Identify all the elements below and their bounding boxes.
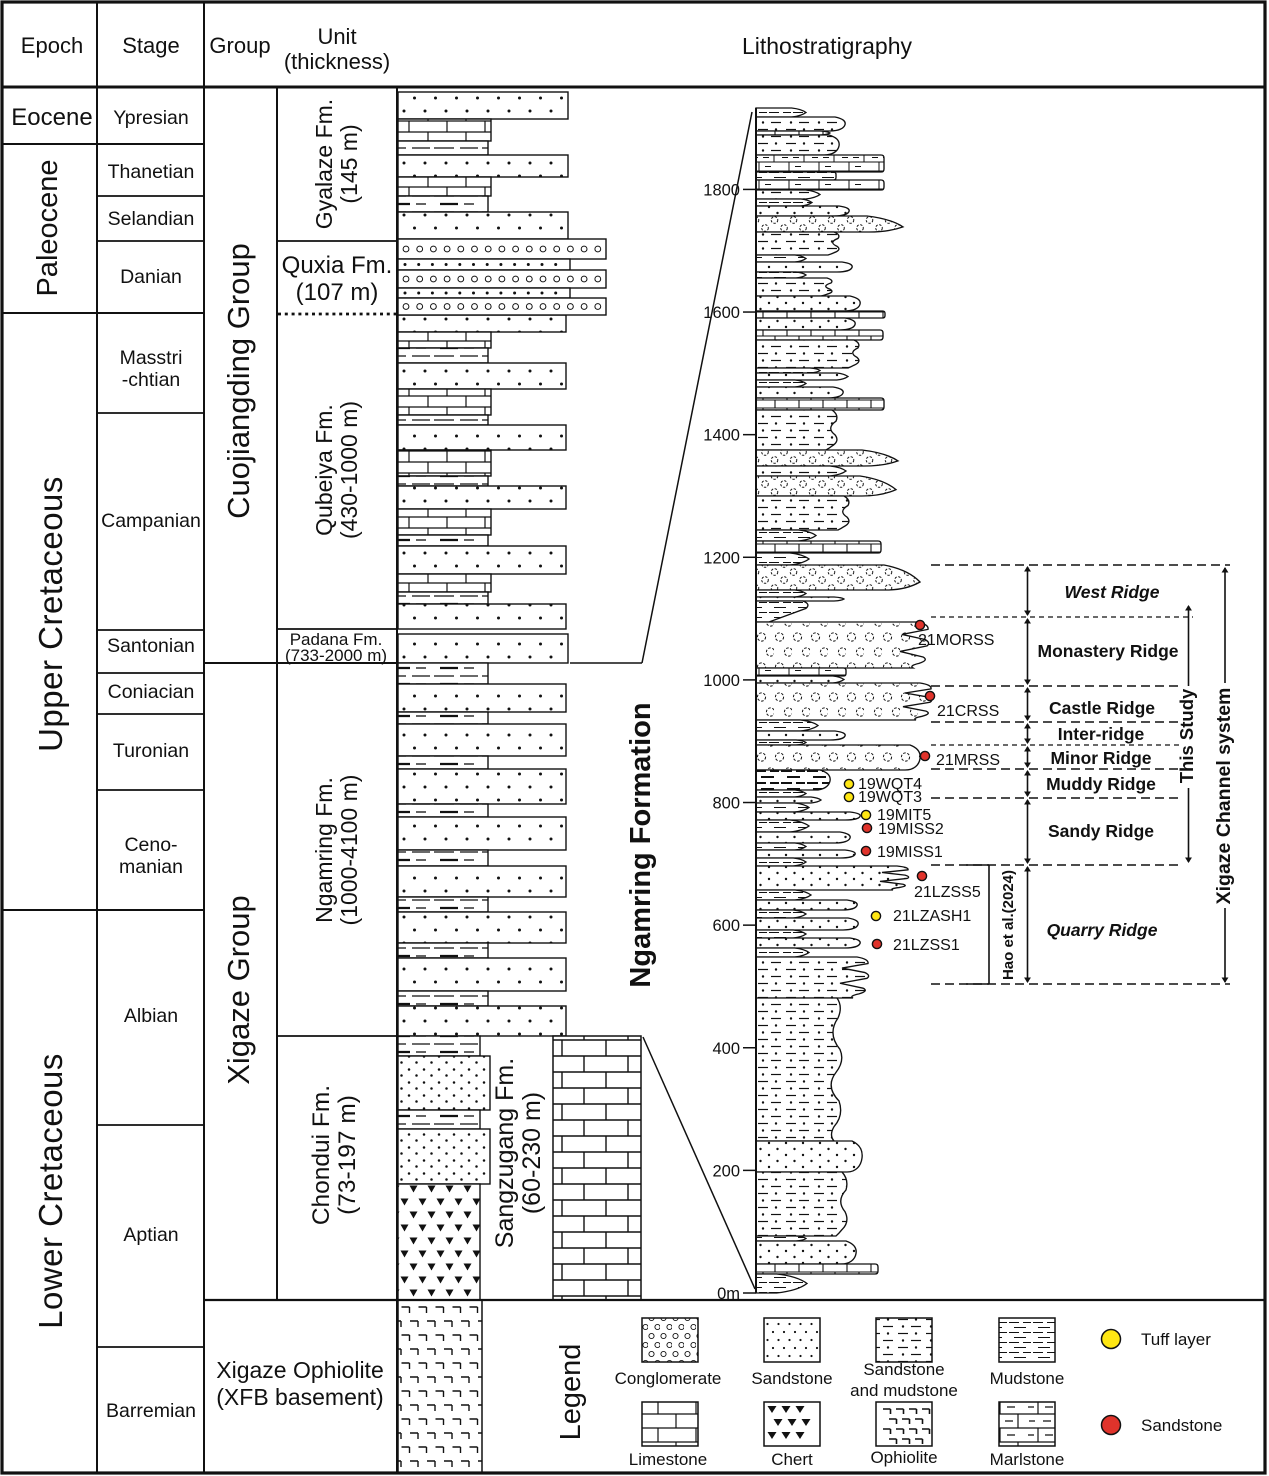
svg-text:Limestone: Limestone — [629, 1450, 707, 1469]
svg-text:Xigaze Channel system: Xigaze Channel system — [1213, 688, 1235, 905]
svg-text:Albian: Albian — [124, 1005, 178, 1027]
svg-text:Conglomerate: Conglomerate — [615, 1369, 722, 1388]
svg-text:Danian: Danian — [120, 266, 182, 288]
svg-text:Hao et al.(2024): Hao et al.(2024) — [1000, 870, 1017, 980]
svg-text:and mudstone: and mudstone — [850, 1381, 958, 1400]
svg-text:Chondui Fm.: Chondui Fm. — [308, 1085, 335, 1225]
svg-text:19WQT3: 19WQT3 — [858, 789, 922, 806]
svg-text:(107 m): (107 m) — [296, 279, 379, 306]
svg-text:Inter-ridge: Inter-ridge — [1058, 724, 1145, 744]
svg-text:Masstri: Masstri — [120, 347, 183, 369]
svg-text:(73-197 m): (73-197 m) — [334, 1095, 361, 1215]
svg-text:(1000-4100 m): (1000-4100 m) — [336, 775, 362, 926]
svg-text:Gyalaze Fm.: Gyalaze Fm. — [311, 99, 337, 229]
svg-text:Quarry Ridge: Quarry Ridge — [1047, 920, 1158, 940]
svg-text:Thanetian: Thanetian — [108, 161, 195, 183]
svg-text:Selandian: Selandian — [108, 208, 195, 230]
svg-text:Mudstone: Mudstone — [990, 1369, 1065, 1388]
svg-text:Monastery Ridge: Monastery Ridge — [1038, 641, 1179, 661]
svg-text:manian: manian — [119, 856, 183, 878]
svg-text:21LZSS1: 21LZSS1 — [893, 937, 960, 954]
svg-text:West Ridge: West Ridge — [1065, 582, 1160, 602]
svg-text:Ngamring Formation: Ngamring Formation — [625, 702, 657, 987]
svg-text:Group: Group — [209, 33, 270, 58]
svg-text:Lower Cretaceous: Lower Cretaceous — [32, 1053, 69, 1329]
svg-text:1400: 1400 — [703, 427, 740, 445]
svg-text:1600: 1600 — [703, 304, 740, 322]
svg-text:Legend: Legend — [555, 1344, 587, 1441]
svg-text:Quxia Fm.: Quxia Fm. — [282, 252, 393, 279]
svg-text:Marlstone: Marlstone — [990, 1450, 1065, 1469]
svg-text:21MORSS: 21MORSS — [918, 632, 994, 649]
svg-text:Ophiolite: Ophiolite — [870, 1448, 937, 1467]
svg-text:Sangzugang Fm.: Sangzugang Fm. — [491, 1058, 519, 1248]
svg-text:Chert: Chert — [771, 1450, 813, 1469]
svg-text:Padana Fm.: Padana Fm. — [290, 630, 383, 649]
svg-text:Barremian: Barremian — [106, 1400, 196, 1422]
svg-text:Epoch: Epoch — [21, 33, 83, 58]
svg-text:21MRSS: 21MRSS — [936, 752, 1000, 769]
svg-text:Sandstone: Sandstone — [1141, 1416, 1222, 1435]
svg-text:200: 200 — [712, 1162, 740, 1180]
svg-text:21LZASH1: 21LZASH1 — [893, 908, 971, 925]
svg-text:(430-1000 m): (430-1000 m) — [336, 401, 362, 539]
svg-text:(XFB basement): (XFB basement) — [216, 1384, 383, 1410]
svg-text:Stage: Stage — [122, 33, 180, 58]
svg-text:Upper Cretaceous: Upper Cretaceous — [32, 476, 69, 752]
svg-text:1000: 1000 — [703, 672, 740, 690]
svg-text:Castle Ridge: Castle Ridge — [1049, 698, 1155, 718]
svg-text:21LZSS5: 21LZSS5 — [914, 884, 981, 901]
svg-text:(60-230 m): (60-230 m) — [518, 1092, 546, 1214]
svg-text:Qubeiya Fm.: Qubeiya Fm. — [311, 404, 337, 536]
svg-text:19WQT4: 19WQT4 — [858, 776, 922, 793]
svg-text:Eocene: Eocene — [11, 104, 92, 131]
svg-text:1200: 1200 — [703, 549, 740, 567]
svg-text:(733-2000 m): (733-2000 m) — [285, 646, 387, 665]
svg-text:19MISS1: 19MISS1 — [877, 844, 943, 861]
svg-text:Minor Ridge: Minor Ridge — [1050, 748, 1151, 768]
svg-text:This Study: This Study — [1176, 688, 1197, 783]
svg-text:Cuojiangding Group: Cuojiangding Group — [221, 243, 256, 519]
svg-text:Lithostratigraphy: Lithostratigraphy — [742, 33, 913, 59]
svg-text:Turonian: Turonian — [113, 740, 189, 762]
svg-text:Unit: Unit — [317, 24, 356, 49]
svg-text:Santonian: Santonian — [107, 635, 195, 657]
svg-text:Paleocene: Paleocene — [32, 159, 64, 296]
svg-text:600: 600 — [712, 917, 740, 935]
svg-text:800: 800 — [712, 795, 740, 813]
svg-text:19MISS2: 19MISS2 — [878, 821, 944, 838]
svg-text:Coniacian: Coniacian — [108, 681, 195, 703]
svg-text:19MIT5: 19MIT5 — [877, 807, 931, 824]
svg-text:400: 400 — [712, 1040, 740, 1058]
svg-text:Ngamring Fm.: Ngamring Fm. — [311, 777, 337, 923]
svg-text:1800: 1800 — [703, 181, 740, 199]
svg-text:Ceno-: Ceno- — [124, 834, 177, 856]
svg-text:Ypresian: Ypresian — [113, 107, 189, 129]
svg-text:(thickness): (thickness) — [284, 49, 390, 74]
svg-text:0m: 0m — [717, 1285, 740, 1303]
svg-text:21CRSS: 21CRSS — [937, 703, 999, 720]
svg-text:Aptian: Aptian — [123, 1224, 178, 1246]
svg-text:Campanian: Campanian — [101, 510, 201, 532]
svg-text:Sandstone: Sandstone — [751, 1369, 832, 1388]
svg-text:Xigaze Group: Xigaze Group — [221, 895, 256, 1085]
svg-text:Sandy Ridge: Sandy Ridge — [1048, 821, 1154, 841]
svg-text:Sandstone: Sandstone — [863, 1360, 944, 1379]
svg-text:Tuff layer: Tuff layer — [1141, 1330, 1211, 1349]
svg-text:Muddy Ridge: Muddy Ridge — [1046, 774, 1156, 794]
svg-text:-chtian: -chtian — [122, 369, 181, 391]
svg-text:Xigaze Ophiolite: Xigaze Ophiolite — [216, 1357, 384, 1383]
svg-text:(145 m): (145 m) — [336, 124, 362, 203]
